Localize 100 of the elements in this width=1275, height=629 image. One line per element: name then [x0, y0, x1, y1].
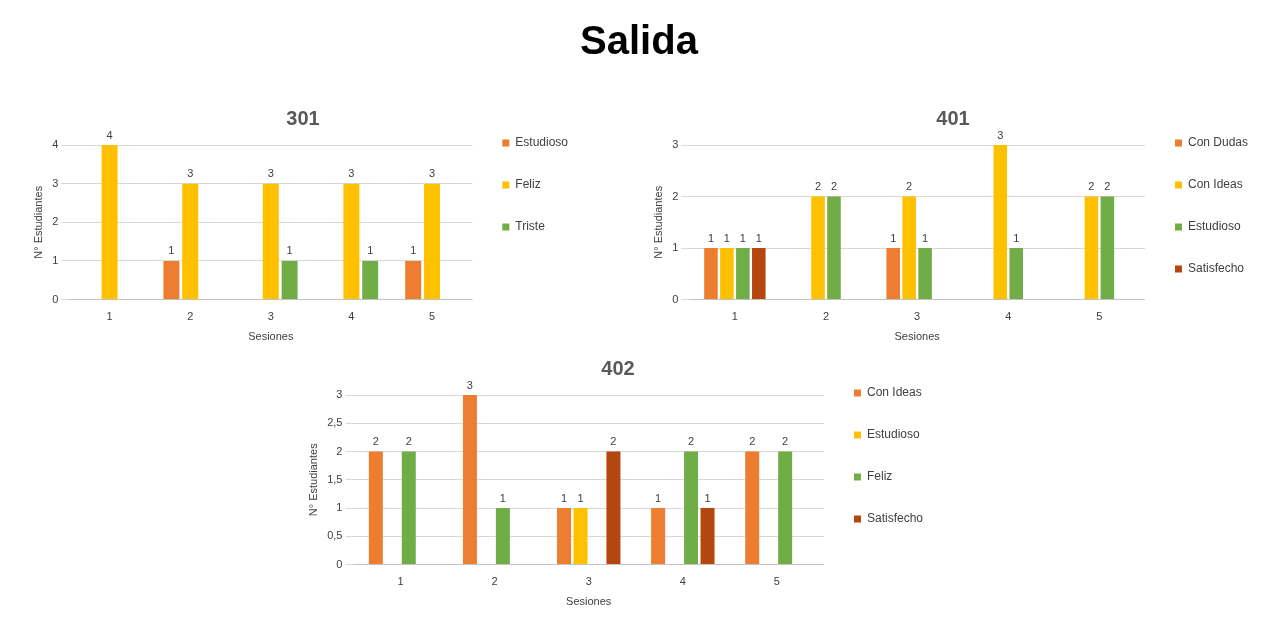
data-label: 1 [286, 244, 293, 257]
data-label: 1 [890, 231, 897, 244]
data-label: 1 [755, 231, 762, 244]
x-tick-label: 1 [731, 310, 738, 323]
data-label: 1 [577, 491, 584, 504]
data-label: 3 [466, 378, 473, 391]
bar [651, 508, 666, 565]
x-tick-label: 4 [348, 310, 355, 323]
y-axis-title: N° Estudiantes [306, 442, 319, 517]
data-label: 2 [372, 435, 379, 448]
legend-label: Estudioso [515, 135, 569, 150]
bar [827, 196, 841, 300]
x-tick-label: 5 [428, 310, 436, 323]
data-label: 3 [267, 167, 274, 180]
y-tick-label: 3 [52, 176, 59, 189]
data-label: 2 [782, 435, 789, 448]
bar [811, 196, 825, 300]
legend-label: Triste [515, 219, 546, 234]
x-tick-label: 3 [585, 575, 592, 588]
x-tick-label: 2 [822, 310, 830, 323]
bar [101, 145, 118, 300]
bar [606, 451, 621, 565]
y-tick-label: 3 [336, 388, 343, 401]
data-label: 3 [997, 128, 1004, 141]
bar [886, 248, 900, 300]
bar [993, 145, 1008, 300]
legend-label: Con Ideas [866, 385, 922, 400]
x-tick-label: 4 [1005, 310, 1012, 323]
data-label: 2 [1088, 180, 1095, 193]
legend-label: Satisfecho [866, 511, 924, 526]
y-tick-label: 0,5 [327, 529, 343, 542]
bar [1084, 196, 1099, 300]
bar [902, 196, 916, 300]
x-tick-label: 5 [1096, 310, 1103, 323]
bar [424, 183, 440, 300]
legend-label: Con Dudas [1187, 135, 1249, 150]
legend-label: Feliz [866, 469, 893, 484]
bar [557, 508, 572, 565]
y-axis-title: N° Estudiantes [651, 185, 664, 259]
data-label: 2 [1104, 180, 1111, 193]
data-label: 1 [655, 491, 662, 504]
data-label: 2 [610, 435, 617, 448]
y-tick-label: 1 [52, 253, 59, 266]
bar [163, 260, 180, 300]
data-label: 3 [187, 167, 194, 180]
data-label: 1 [367, 244, 374, 257]
y-tick-label: 3 [672, 138, 679, 151]
y-tick-label: 1 [336, 501, 343, 514]
bar [262, 183, 279, 300]
data-label: 2 [814, 180, 822, 193]
legend-label: Con Ideas [1187, 177, 1243, 192]
data-label: 2 [405, 435, 412, 448]
bar [281, 260, 298, 300]
bar [704, 248, 718, 300]
data-label: 1 [707, 231, 715, 244]
y-tick-label: 1 [672, 241, 679, 254]
bar [368, 451, 383, 565]
bar [401, 451, 416, 565]
chart-title: 401 [936, 106, 970, 129]
x-tick-label: 1 [106, 310, 113, 323]
bar [182, 183, 199, 300]
bar [752, 248, 766, 300]
data-label: 1 [560, 491, 568, 504]
y-tick-label: 0 [52, 292, 59, 305]
x-tick-label: 3 [267, 310, 274, 323]
bar [573, 508, 588, 565]
chart-title: 402 [601, 356, 635, 379]
data-label: 3 [348, 167, 355, 180]
data-label: 1 [704, 491, 711, 504]
data-label: 2 [749, 435, 756, 448]
chart-title: 301 [286, 106, 320, 129]
y-tick-label: 4 [52, 138, 59, 151]
bar [405, 260, 422, 300]
x-axis-title: Sesiones [566, 595, 612, 608]
y-tick-label: 0 [336, 557, 343, 570]
y-axis-title: N° Estudiantes [31, 185, 44, 259]
bar [918, 248, 932, 300]
bar [778, 451, 793, 565]
bar [343, 183, 360, 300]
x-tick-label: 5 [773, 575, 780, 588]
x-tick-label: 1 [397, 575, 404, 588]
data-label: 1 [410, 244, 417, 257]
data-label: 1 [1013, 231, 1020, 244]
data-label: 3 [428, 167, 436, 180]
bar [1100, 196, 1115, 300]
data-label: 1 [499, 491, 506, 504]
bar [700, 508, 715, 565]
bar [736, 248, 750, 300]
y-tick-label: 2,5 [327, 416, 343, 429]
x-tick-label: 2 [491, 575, 498, 588]
data-label: 1 [723, 231, 730, 244]
legend-label: Satisfecho [1187, 261, 1245, 276]
data-label: 4 [106, 128, 113, 141]
bar [495, 508, 510, 565]
data-label: 2 [687, 435, 695, 448]
text: Salida [579, 18, 700, 64]
legend-label: Estudioso [1187, 219, 1241, 234]
data-label: 1 [739, 231, 746, 244]
x-tick-label: 2 [187, 310, 194, 323]
x-axis-title: Sesiones [894, 330, 941, 343]
